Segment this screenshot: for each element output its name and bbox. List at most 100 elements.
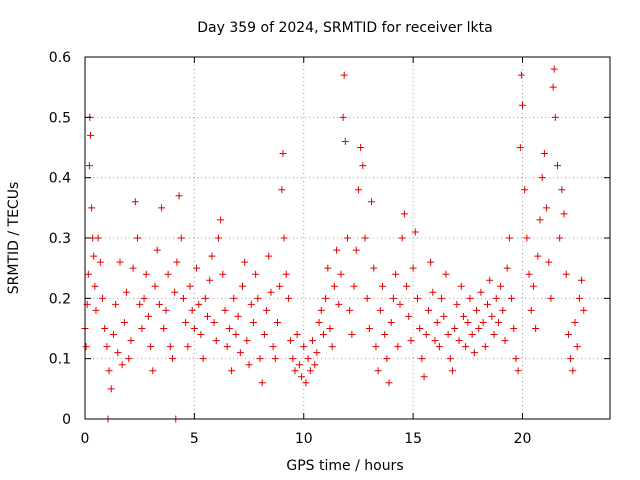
y-tick-label: 0.5 (49, 110, 71, 126)
data-point (385, 379, 393, 387)
data-point (433, 318, 441, 326)
data-point (140, 294, 148, 302)
y-axis-ticks: 0 0.1 0.2 0.3 0.4 0.5 0.6 (49, 50, 610, 428)
data-point (503, 264, 511, 272)
data-point (239, 282, 246, 290)
data-point (333, 246, 341, 254)
data-point (201, 294, 209, 302)
data-point (346, 306, 354, 314)
data-point (440, 312, 448, 320)
data-point (114, 349, 122, 357)
data-point (223, 343, 231, 351)
data-point (560, 210, 568, 218)
data-point (350, 282, 358, 290)
data-point (94, 234, 102, 242)
data-point (293, 331, 301, 339)
data-point (379, 282, 386, 290)
data-point (234, 312, 242, 320)
data-point (547, 294, 555, 302)
data-point (575, 294, 583, 302)
data-point (549, 83, 557, 91)
data-point (274, 318, 281, 326)
data-point (337, 270, 345, 278)
y-tick-label: 0.4 (49, 171, 71, 187)
data-point (551, 113, 559, 121)
data-point (578, 276, 586, 284)
data-point (538, 174, 546, 182)
data-point (267, 288, 275, 296)
data-point (92, 306, 100, 314)
data-point (175, 192, 183, 200)
data-point (182, 318, 190, 326)
data-point (254, 294, 262, 302)
data-point (580, 306, 588, 314)
data-point (438, 294, 446, 302)
data-point (527, 306, 535, 314)
data-point (431, 337, 439, 345)
data-point (120, 318, 128, 326)
data-point (153, 246, 161, 254)
data-point (306, 367, 314, 375)
x-tick-label: 20 (514, 431, 532, 447)
data-point (228, 367, 236, 375)
data-point (396, 300, 404, 308)
data-point (473, 306, 481, 314)
data-point (134, 234, 141, 242)
data-point (90, 252, 98, 260)
data-point (82, 343, 90, 351)
data-point (217, 216, 225, 224)
data-point (359, 162, 367, 170)
data-point (569, 367, 577, 375)
data-point (322, 294, 330, 302)
data-point (103, 343, 111, 351)
data-point (427, 258, 435, 266)
data-point (118, 361, 126, 369)
gridlines (85, 57, 610, 419)
data-point (394, 343, 402, 351)
data-point (523, 234, 531, 242)
data-point (340, 71, 348, 79)
data-point (86, 131, 94, 139)
data-point (298, 373, 306, 381)
x-tick-label: 15 (404, 431, 422, 447)
data-point (84, 270, 92, 278)
y-tick-label: 0.6 (49, 50, 71, 66)
data-point (171, 288, 179, 296)
data-point (475, 325, 483, 332)
data-point (328, 343, 336, 351)
data-point (101, 325, 109, 332)
data-point (304, 355, 312, 363)
data-point (444, 331, 452, 339)
data-point (155, 300, 163, 308)
data-point (374, 367, 382, 375)
data-point (573, 343, 581, 351)
data-point (435, 343, 443, 351)
data-point (532, 325, 540, 332)
data-point (311, 361, 319, 369)
data-point (451, 325, 459, 332)
data-point (265, 252, 273, 260)
data-point (188, 306, 196, 314)
data-point (309, 337, 316, 345)
data-point (195, 300, 203, 308)
data-point (446, 355, 454, 363)
data-point (488, 312, 496, 320)
data-point (149, 367, 157, 375)
data-point (517, 71, 525, 79)
data-point (519, 101, 526, 109)
data-point (221, 306, 229, 314)
data-point (477, 288, 485, 296)
data-point (184, 343, 192, 351)
data-point (484, 300, 491, 308)
data-point (278, 186, 286, 194)
data-point (206, 276, 214, 284)
data-point (276, 282, 284, 290)
data-point (550, 65, 558, 73)
data-point (453, 300, 461, 308)
data-point (344, 234, 351, 242)
data-point (387, 318, 395, 326)
data-point (289, 355, 297, 363)
data-point (315, 318, 323, 326)
data-point (260, 331, 268, 339)
data-point (508, 294, 516, 302)
